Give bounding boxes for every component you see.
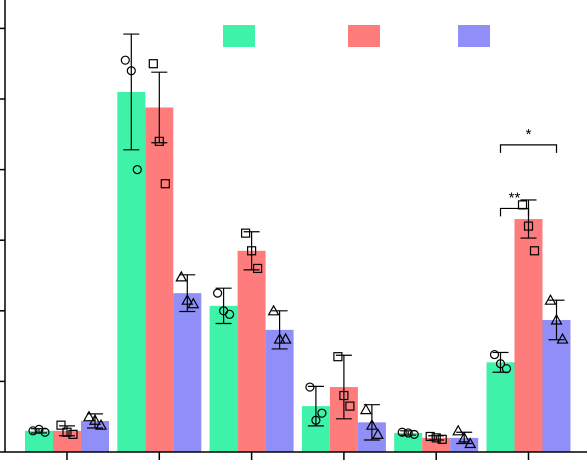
data-point [181, 293, 194, 305]
data-point [333, 352, 343, 362]
data-point [311, 415, 321, 425]
significance-bracket [499, 207, 530, 217]
data-point [132, 165, 142, 175]
error-bars-layer [31, 33, 565, 445]
significance-label: ** [509, 189, 521, 206]
data-point [317, 408, 327, 418]
data-point [241, 228, 251, 238]
bar [117, 91, 146, 452]
bar [145, 107, 174, 453]
data-point [431, 433, 441, 443]
data-point [88, 413, 102, 425]
data-point [160, 179, 170, 189]
legend-swatch [348, 25, 380, 47]
data-point [556, 332, 569, 344]
data-point [501, 364, 512, 374]
data-point [94, 418, 108, 430]
bar [514, 219, 543, 452]
data-point [187, 297, 200, 309]
bar [209, 305, 238, 452]
data-point [154, 136, 164, 146]
legend-swatch [223, 25, 255, 47]
data-point [550, 313, 563, 325]
data-point [437, 434, 447, 444]
data-point [359, 403, 372, 415]
data-point [68, 429, 78, 439]
data-point [247, 246, 257, 256]
data-point [253, 263, 263, 274]
data-point [495, 359, 506, 369]
data-point [365, 418, 378, 430]
data-point [305, 382, 315, 392]
bar [422, 437, 451, 452]
significance-annotations: *** [499, 126, 558, 217]
data-point [225, 309, 235, 319]
data-point [28, 426, 38, 436]
data-point [339, 390, 349, 401]
data-point [273, 332, 286, 344]
data-point [544, 293, 557, 305]
significance-label: * [526, 126, 532, 143]
data-point [452, 424, 465, 436]
data-point [345, 401, 355, 411]
bar [237, 250, 266, 452]
data-point [126, 66, 136, 76]
data-point [213, 288, 223, 298]
data-point [371, 428, 384, 439]
data-point [82, 410, 96, 422]
data-point [523, 221, 534, 231]
data-point [40, 427, 50, 437]
data-point [175, 270, 188, 282]
data-point [403, 428, 413, 438]
data-point [397, 427, 407, 437]
data-point [464, 437, 477, 449]
bar [173, 293, 202, 452]
legend [223, 25, 490, 47]
data-point [62, 427, 72, 437]
data-point [529, 246, 540, 256]
data-point [489, 349, 500, 360]
bar [265, 329, 294, 452]
data-point [267, 304, 280, 316]
data-point [425, 431, 435, 442]
data-point [148, 59, 158, 69]
data-point [458, 431, 471, 443]
significance-bracket [499, 144, 558, 153]
data-point [120, 55, 130, 65]
bars-layer [25, 91, 571, 453]
data-point [409, 429, 419, 439]
data-point [34, 424, 44, 435]
data-point [279, 332, 292, 344]
data-points-layer [28, 55, 569, 449]
bar [486, 362, 515, 452]
bar [542, 319, 571, 452]
legend-swatch [458, 25, 490, 47]
data-point [56, 420, 66, 430]
